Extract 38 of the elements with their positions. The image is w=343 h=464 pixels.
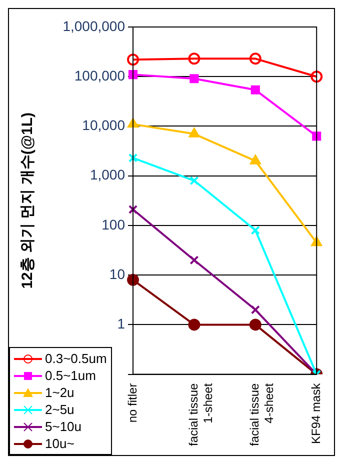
y-axis-title: 12층 외기 먼지 개수(@1L) [19, 112, 36, 289]
point [190, 74, 199, 84]
point [127, 274, 139, 286]
y-tick-label: 100,000 [74, 67, 126, 84]
y-tick-label: 10 [109, 266, 126, 282]
point [128, 153, 138, 162]
point [188, 128, 200, 138]
legend-label: 1~2u [45, 385, 74, 400]
legend-label: 10u~ [45, 436, 74, 451]
point [188, 52, 200, 65]
y-tick-label: 1,000,000 [62, 18, 126, 34]
y-tick-label: 1 [117, 316, 126, 332]
y-tick-label: 100 [102, 216, 126, 232]
point [249, 52, 262, 65]
point [250, 154, 261, 164]
point [250, 305, 260, 314]
point [190, 256, 199, 265]
legend-label: 0.3~0.5um [45, 351, 107, 366]
x-tick-label: facial tissue 1-sheet [186, 382, 215, 446]
point [128, 118, 138, 128]
point [250, 85, 260, 94]
legend-label: 2~5u [45, 402, 74, 417]
point [128, 70, 138, 80]
point [249, 318, 262, 331]
point [128, 204, 138, 214]
legend-label: 0.5~1um [45, 368, 96, 383]
x-tick-label: no fitler [125, 383, 140, 423]
point [127, 54, 139, 66]
y-tick-label: 10,000 [82, 117, 126, 134]
x-tick-label: KF94 mask [308, 382, 323, 444]
point [188, 318, 200, 331]
x-tick-label: facial tissue 4-sheet [248, 382, 276, 446]
y-tick-label: 1,000 [90, 166, 126, 183]
point [310, 70, 323, 83]
point [312, 132, 322, 141]
point [250, 226, 260, 235]
legend-label: 5~10u [45, 419, 82, 434]
point [190, 176, 199, 186]
